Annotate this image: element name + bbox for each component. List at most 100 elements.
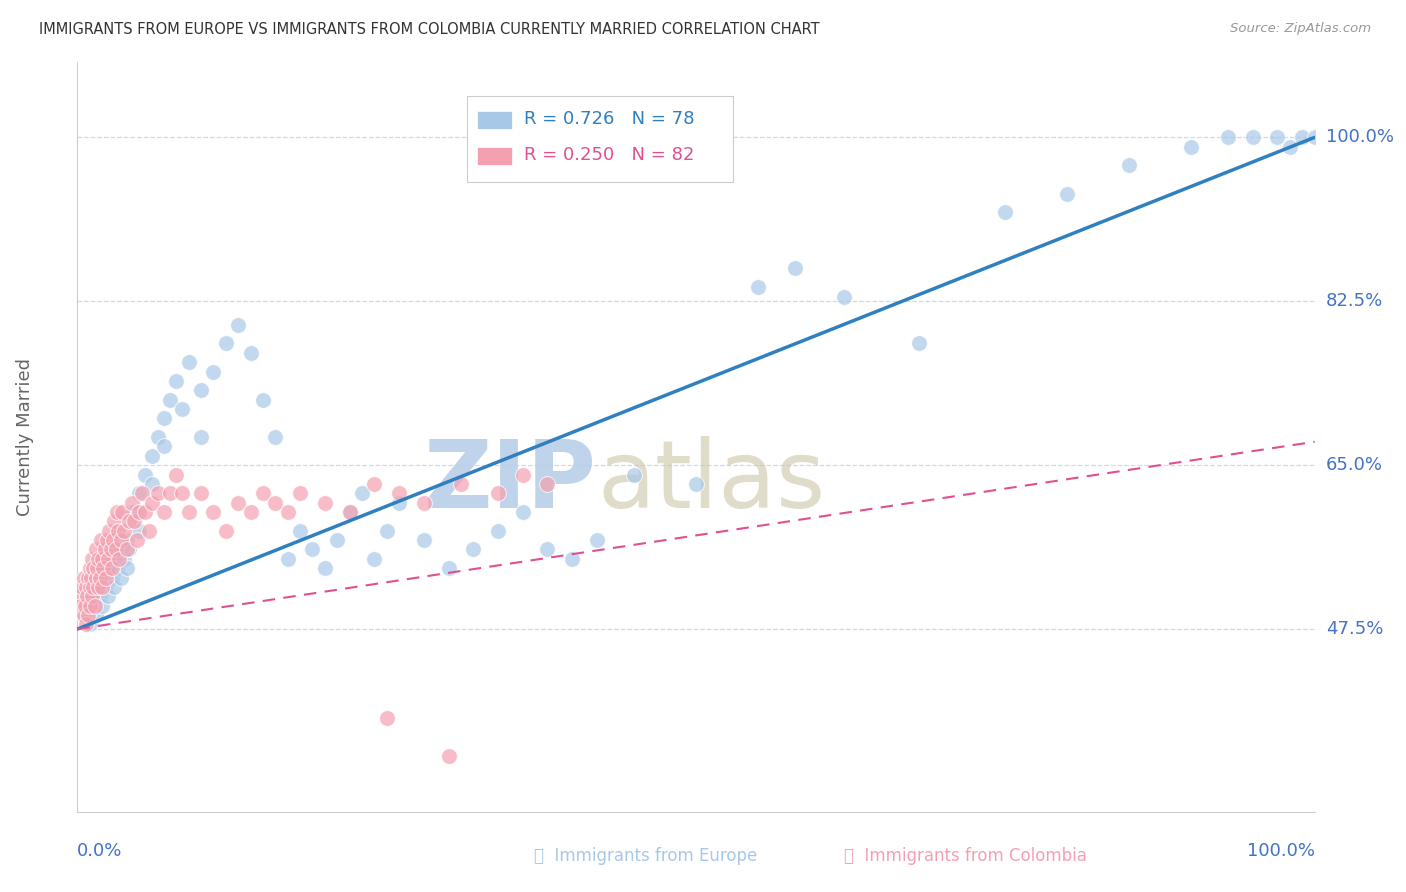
Point — [463, 542, 485, 557]
Point — [153, 411, 176, 425]
Point — [288, 524, 311, 538]
Point — [685, 476, 707, 491]
Point — [412, 496, 434, 510]
Point — [84, 542, 107, 557]
Point — [363, 476, 385, 491]
Point — [375, 711, 398, 725]
Point — [134, 505, 156, 519]
Point — [100, 542, 122, 557]
Point — [226, 496, 249, 510]
Text: atlas: atlas — [598, 436, 825, 528]
Point — [122, 514, 145, 528]
Point — [128, 524, 150, 538]
Point — [84, 608, 107, 623]
Point — [97, 590, 120, 604]
Point — [146, 430, 169, 444]
Point — [89, 590, 111, 604]
Point — [72, 608, 94, 623]
Text: ⬛  Immigrants from Europe: ⬛ Immigrants from Europe — [534, 847, 758, 865]
Point — [153, 439, 176, 453]
Point — [486, 524, 509, 538]
Point — [159, 392, 181, 407]
Point — [112, 524, 135, 538]
Point — [110, 542, 132, 557]
FancyBboxPatch shape — [467, 96, 733, 182]
Point — [172, 486, 194, 500]
Point — [134, 467, 156, 482]
Point — [994, 205, 1017, 219]
Point — [339, 505, 361, 519]
Point — [82, 561, 104, 575]
Text: 100.0%: 100.0% — [1326, 128, 1393, 146]
Point — [87, 551, 110, 566]
Point — [1303, 130, 1326, 145]
Text: 65.0%: 65.0% — [1326, 456, 1382, 475]
Point — [97, 561, 120, 575]
Point — [301, 542, 323, 557]
Text: 82.5%: 82.5% — [1326, 293, 1384, 310]
Point — [1216, 130, 1239, 145]
Point — [104, 542, 127, 557]
Point — [1056, 186, 1078, 201]
Point — [512, 467, 534, 482]
Point — [314, 496, 336, 510]
Point — [91, 580, 114, 594]
Point — [586, 533, 609, 547]
Point — [101, 561, 124, 575]
Point — [112, 551, 135, 566]
Point — [82, 599, 104, 613]
Point — [89, 571, 111, 585]
Point — [115, 533, 138, 547]
Point — [190, 384, 212, 398]
Point — [363, 551, 385, 566]
Text: R = 0.726   N = 78: R = 0.726 N = 78 — [524, 110, 695, 128]
Point — [107, 524, 129, 538]
Point — [103, 533, 125, 547]
Point — [83, 599, 105, 613]
Point — [165, 374, 187, 388]
Point — [118, 542, 141, 557]
Point — [375, 524, 398, 538]
Point — [96, 533, 118, 547]
Text: Source: ZipAtlas.com: Source: ZipAtlas.com — [1230, 22, 1371, 36]
Point — [108, 551, 131, 566]
Point — [202, 365, 225, 379]
Point — [131, 486, 153, 500]
Point — [536, 542, 558, 557]
Point — [264, 430, 287, 444]
Point — [141, 476, 163, 491]
Point — [1241, 130, 1264, 145]
Point — [87, 580, 110, 594]
Point — [252, 486, 274, 500]
Point — [103, 514, 125, 528]
Point — [138, 524, 160, 538]
Point — [747, 280, 769, 294]
Point — [91, 551, 114, 566]
Point — [77, 608, 100, 623]
Point — [79, 599, 101, 613]
Point — [84, 571, 107, 585]
Point — [450, 476, 472, 491]
Point — [79, 561, 101, 575]
Point — [146, 486, 169, 500]
Text: ZIP: ZIP — [425, 436, 598, 528]
Point — [437, 748, 460, 763]
Point — [91, 561, 114, 575]
Point — [128, 486, 150, 500]
Point — [91, 599, 114, 613]
Point — [159, 486, 181, 500]
Point — [252, 392, 274, 407]
Point — [73, 599, 96, 613]
Point — [94, 571, 117, 585]
Point — [115, 561, 138, 575]
Point — [350, 486, 373, 500]
Point — [79, 590, 101, 604]
Point — [339, 505, 361, 519]
Text: 0.0%: 0.0% — [77, 842, 122, 860]
Point — [288, 486, 311, 500]
Point — [141, 496, 163, 510]
Point — [76, 599, 98, 613]
Point — [190, 430, 212, 444]
Point — [388, 496, 411, 510]
Point — [121, 496, 143, 510]
